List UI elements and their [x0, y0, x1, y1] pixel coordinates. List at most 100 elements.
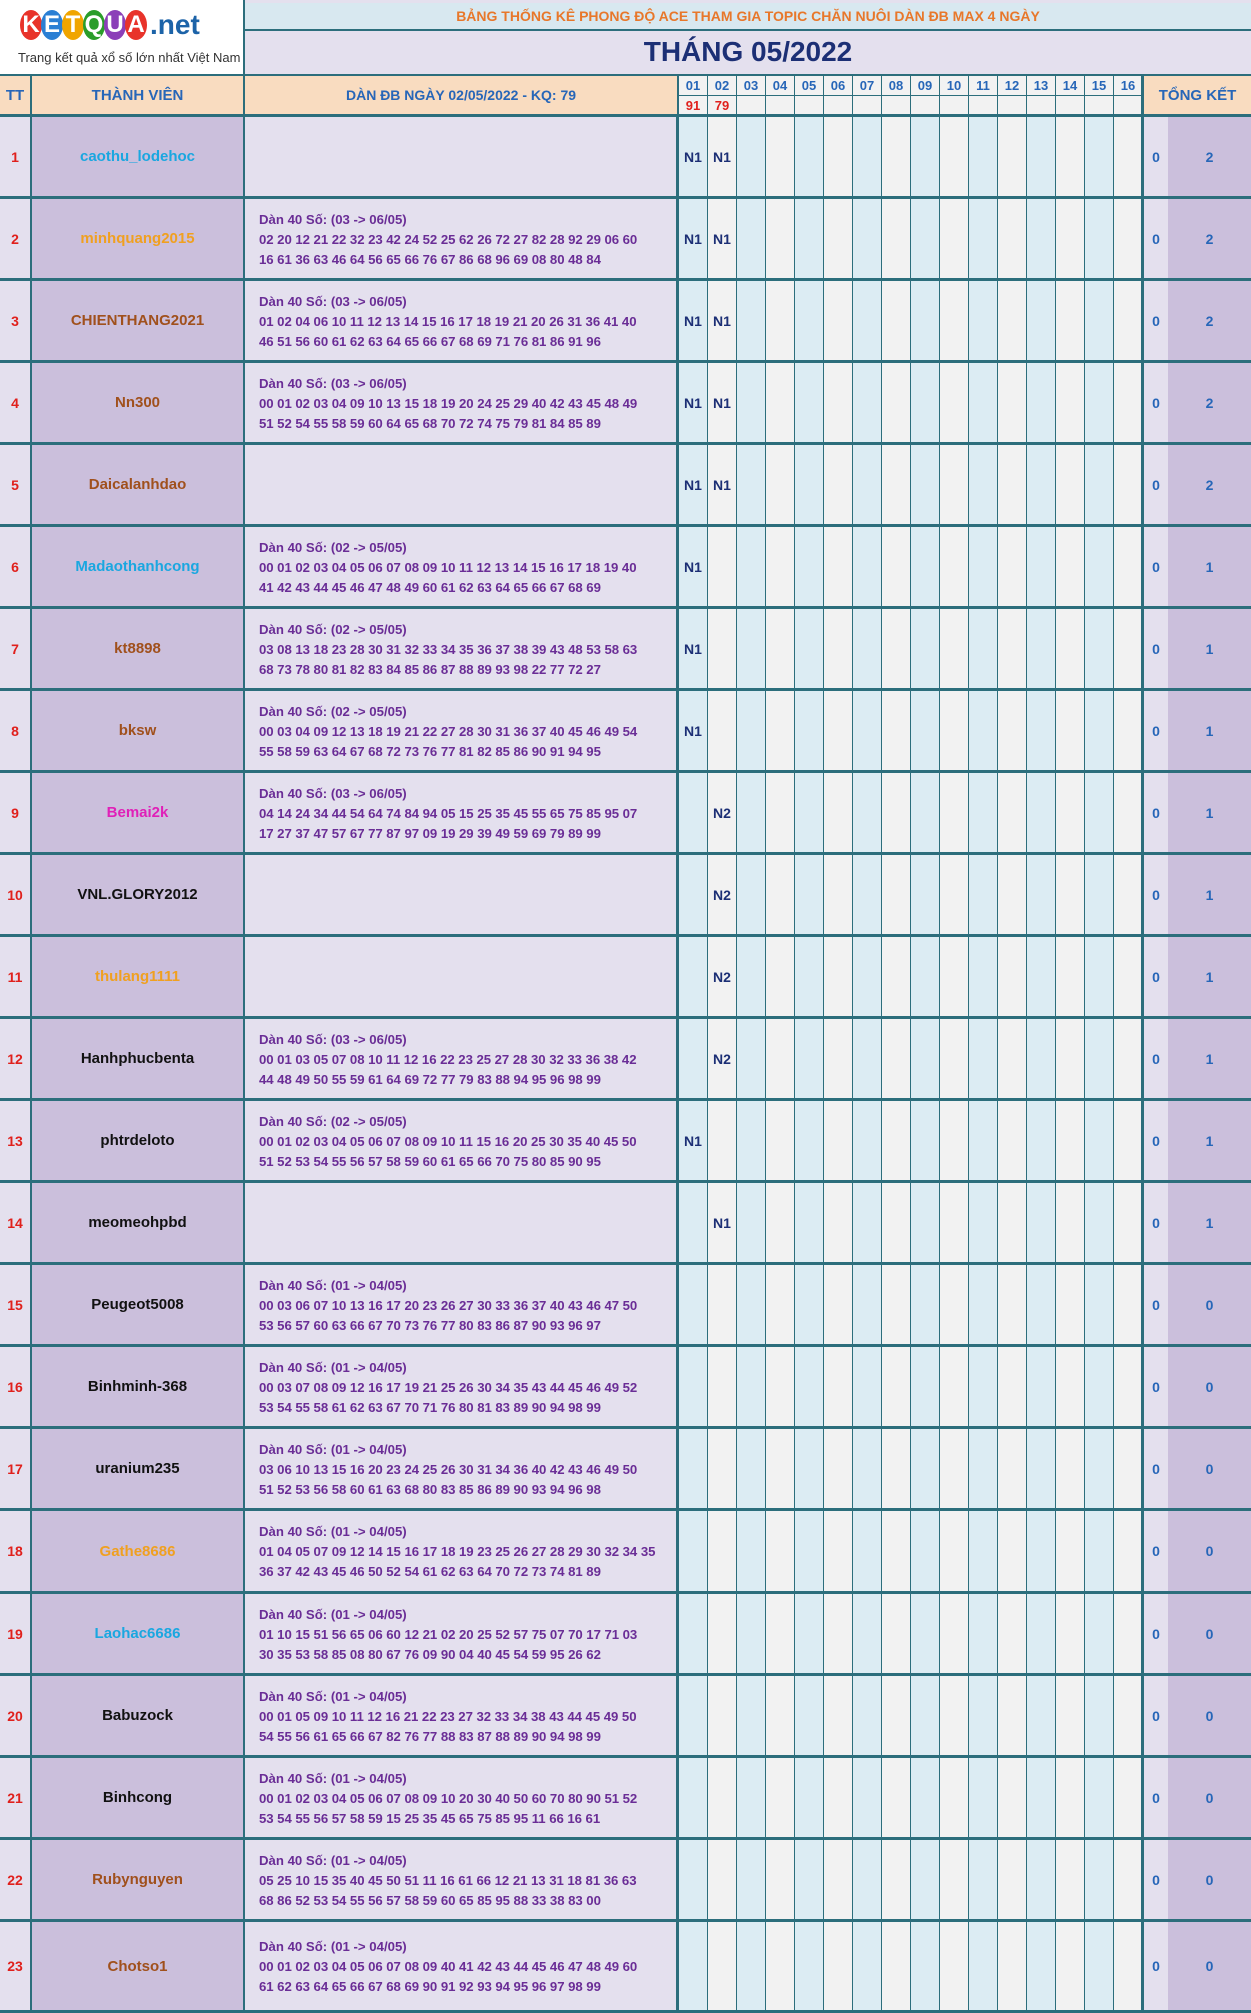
day-cell	[1056, 117, 1085, 196]
member-name[interactable]: VNL.GLORY2012	[32, 855, 245, 934]
day-cell	[737, 1265, 766, 1344]
day-cell	[882, 1840, 911, 1919]
member-name[interactable]: kt8898	[32, 609, 245, 688]
member-name[interactable]: Daicalanhdao	[32, 445, 245, 524]
member-name[interactable]: Hanhphucbenta	[32, 1019, 245, 1098]
dan-cell: Dàn 40 Số: (03 -> 06/05) 04 14 24 34 44 5…	[245, 773, 679, 852]
day-cell	[969, 1758, 998, 1837]
member-name[interactable]: thulang1111	[32, 937, 245, 1016]
day-cell	[969, 1101, 998, 1180]
day-cell	[882, 1101, 911, 1180]
dan-numbers: 53 56 57 60 63 66 67 70 73 76 77 80 83 8…	[259, 1317, 601, 1333]
day-cell	[998, 1840, 1027, 1919]
day-cell	[911, 1511, 940, 1591]
day-cell	[1085, 1347, 1114, 1426]
row-number: 23	[0, 1922, 32, 2010]
dan-numbers: 68 86 52 53 54 55 56 57 58 59 60 65 85 9…	[259, 1892, 601, 1908]
day-cell: N1	[708, 117, 737, 196]
day-cell	[911, 1922, 940, 2010]
day-cell	[969, 1840, 998, 1919]
day-cell	[1027, 937, 1056, 1016]
day-cell	[969, 1429, 998, 1508]
day-cell	[998, 773, 1027, 852]
member-name[interactable]: Gathe8686	[32, 1511, 245, 1591]
row-number: 17	[0, 1429, 32, 1508]
dan-cell: Dàn 40 Số: (01 -> 04/05) 00 01 05 09 10 1…	[245, 1676, 679, 1755]
dan-cell: Dàn 40 Số: (02 -> 05/05) 00 01 02 03 04 0…	[245, 1101, 679, 1180]
day-cell	[911, 1594, 940, 1673]
day-cell	[1027, 527, 1056, 606]
dan-cell: Dàn 40 Số: (02 -> 05/05) 00 01 02 03 04 0…	[245, 527, 679, 606]
total-count-1: 0	[1141, 1429, 1168, 1508]
day-cell	[1056, 1676, 1085, 1755]
day-cell	[853, 609, 882, 688]
day-cell	[853, 1840, 882, 1919]
table-row: 18 Gathe8686 Dàn 40 Số: (01 -> 04/05) 01 04…	[0, 1511, 1251, 1594]
day-cell	[737, 855, 766, 934]
day-cell	[998, 527, 1027, 606]
day-cell	[882, 1019, 911, 1098]
member-name[interactable]: Bemai2k	[32, 773, 245, 852]
member-name[interactable]: Nn300	[32, 363, 245, 442]
member-name[interactable]: caothu_lodehoc	[32, 117, 245, 196]
member-name[interactable]: Madaothanhcong	[32, 527, 245, 606]
total-count-1: 0	[1141, 1676, 1168, 1755]
day-cell	[1114, 855, 1143, 934]
dan-numbers: 04 14 24 34 44 54 64 74 84 94 05 15 25 3…	[259, 805, 638, 821]
member-name[interactable]: Laohac6686	[32, 1594, 245, 1673]
dan-cell	[245, 445, 679, 524]
total-count-1: 0	[1141, 1511, 1168, 1591]
day-cell	[969, 855, 998, 934]
day-cell	[911, 445, 940, 524]
day-cell	[911, 1429, 940, 1508]
day-cell	[1085, 363, 1114, 442]
table-row: 10 VNL.GLORY2012 N2 0 1	[0, 855, 1251, 937]
day-cell	[1114, 363, 1143, 442]
member-name[interactable]: Peugeot5008	[32, 1265, 245, 1344]
member-name[interactable]: Babuzock	[32, 1676, 245, 1755]
day-cell	[853, 691, 882, 770]
day-cell	[1114, 1922, 1143, 2010]
day-cell	[708, 1922, 737, 2010]
member-name[interactable]: minhquang2015	[32, 199, 245, 278]
day-cell	[1027, 199, 1056, 278]
day-cell	[1027, 1429, 1056, 1508]
day-cell	[1114, 691, 1143, 770]
member-name[interactable]: Rubynguyen	[32, 1840, 245, 1919]
day-cell	[998, 1594, 1027, 1673]
day-cell: N1	[679, 445, 708, 524]
member-name[interactable]: Chotso1	[32, 1922, 245, 2010]
day-cell	[940, 937, 969, 1016]
day-cell	[766, 1676, 795, 1755]
member-name[interactable]: bksw	[32, 691, 245, 770]
day-cell	[708, 1347, 737, 1426]
day-cell: N1	[679, 281, 708, 360]
dan-cell	[245, 1183, 679, 1262]
day-header: 11	[969, 76, 998, 96]
day-cell	[969, 691, 998, 770]
member-name[interactable]: uranium235	[32, 1429, 245, 1508]
day-cell	[882, 281, 911, 360]
logo-letter: E	[41, 10, 63, 40]
day-cell: N1	[708, 281, 737, 360]
day-result	[1027, 96, 1056, 117]
member-name[interactable]: phtrdeloto	[32, 1101, 245, 1180]
row-number: 8	[0, 691, 32, 770]
dan-numbers: 54 55 56 61 65 66 67 82 76 77 88 83 87 8…	[259, 1728, 601, 1744]
month-title: THÁNG 05/2022	[643, 36, 853, 67]
day-cell	[1056, 609, 1085, 688]
member-name[interactable]: Binhminh-368	[32, 1347, 245, 1426]
day-cell: N1	[679, 117, 708, 196]
day-cell	[795, 199, 824, 278]
day-cell	[1085, 1840, 1114, 1919]
member-name[interactable]: meomeohpbd	[32, 1183, 245, 1262]
day-header: 09	[911, 76, 940, 96]
day-cell	[824, 1840, 853, 1919]
day-header: 14	[1056, 76, 1085, 96]
member-name[interactable]: CHIENTHANG2021	[32, 281, 245, 360]
day-cell	[795, 1183, 824, 1262]
member-name[interactable]: Binhcong	[32, 1758, 245, 1837]
day-cell	[882, 1758, 911, 1837]
day-cell	[766, 937, 795, 1016]
